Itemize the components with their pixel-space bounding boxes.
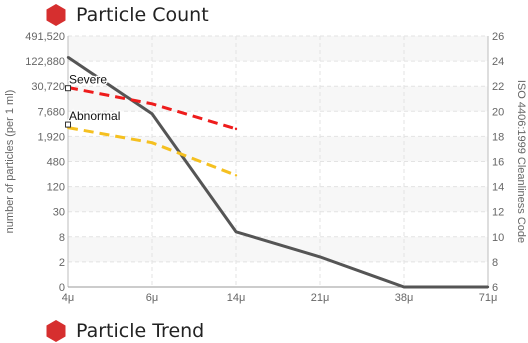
series-point-0	[318, 255, 322, 259]
particle-count-header: Particle Count	[46, 3, 209, 27]
y2-tick-label: 14	[492, 182, 504, 194]
x-tick-label: 71μ	[479, 292, 498, 304]
series-point-2	[234, 174, 238, 177]
plot-band	[68, 186, 488, 212]
y2-tick-label: 10	[492, 232, 504, 244]
x-tick-label: 6μ	[146, 292, 158, 304]
plot-band	[68, 211, 488, 237]
y-tick-label: 7,680	[37, 106, 65, 118]
series-point-2	[150, 141, 154, 144]
y-tick-label: 1,920	[37, 131, 65, 143]
y2-tick-label: 8	[492, 257, 498, 269]
plot-band	[68, 61, 488, 87]
series-line-0	[67, 56, 488, 289]
y2-tick-label: 18	[492, 131, 504, 143]
y-tick-label: 0	[59, 282, 65, 294]
x-tick-label: 4μ	[62, 292, 74, 304]
y-tick-label: 30	[53, 207, 65, 219]
series-point-0	[234, 230, 238, 233]
y2-axis-title: ISO 4406:1999 Cleanliness Code	[515, 80, 527, 243]
x-tick-label: 21μ	[311, 292, 330, 304]
y2-tick-label: 26	[492, 31, 504, 43]
red-hexagon-icon	[46, 4, 66, 26]
plot-band	[68, 36, 488, 62]
annotation-label: Abnormal	[69, 109, 120, 123]
series-point-0	[486, 285, 490, 289]
plot-band	[68, 86, 488, 112]
y-tick-label: 30,720	[31, 81, 65, 93]
particle-count-title: Particle Count	[76, 4, 209, 26]
y-tick-label: 491,520	[25, 31, 65, 43]
y2-tick-label: 16	[492, 157, 504, 169]
series-point-1	[150, 102, 154, 105]
x-tick-label: 38μ	[395, 292, 414, 304]
particle-count-chart: 0 6 2 8 8 10 30 12 120 14 480 16 1,920 18 7,680 20 30,72…	[4, 31, 527, 304]
y2-tick-label: 20	[492, 106, 504, 118]
x-tick-label: 14μ	[227, 292, 246, 304]
plot-band	[68, 161, 488, 187]
y-tick-label: 8	[59, 232, 65, 244]
annotation-marker	[65, 85, 71, 92]
y2-tick-label: 6	[492, 282, 498, 294]
y2-tick-label: 12	[492, 207, 504, 219]
plot-band	[68, 111, 488, 137]
series-point-0	[402, 285, 406, 289]
particle-trend-header: Particle Trend	[46, 319, 204, 343]
plot-band	[68, 261, 488, 287]
series-point-0	[66, 56, 70, 59]
y-tick-label: 480	[47, 157, 65, 169]
y2-tick-label: 22	[492, 81, 504, 93]
annotation-marker	[65, 121, 71, 128]
particle-trend-title: Particle Trend	[76, 320, 205, 342]
y-tick-label: 122,880	[25, 56, 65, 68]
plot-band	[68, 236, 488, 262]
annotation-label: Severe	[69, 73, 107, 87]
series-point-0	[150, 112, 154, 116]
y-tick-label: 120	[47, 182, 65, 194]
y-tick-label: 2	[59, 257, 65, 269]
y-axis-title: number of particles (per 1 ml)	[4, 90, 16, 234]
series-point-1	[234, 127, 238, 131]
red-hexagon-icon	[46, 320, 66, 342]
y2-tick-label: 24	[492, 56, 504, 68]
